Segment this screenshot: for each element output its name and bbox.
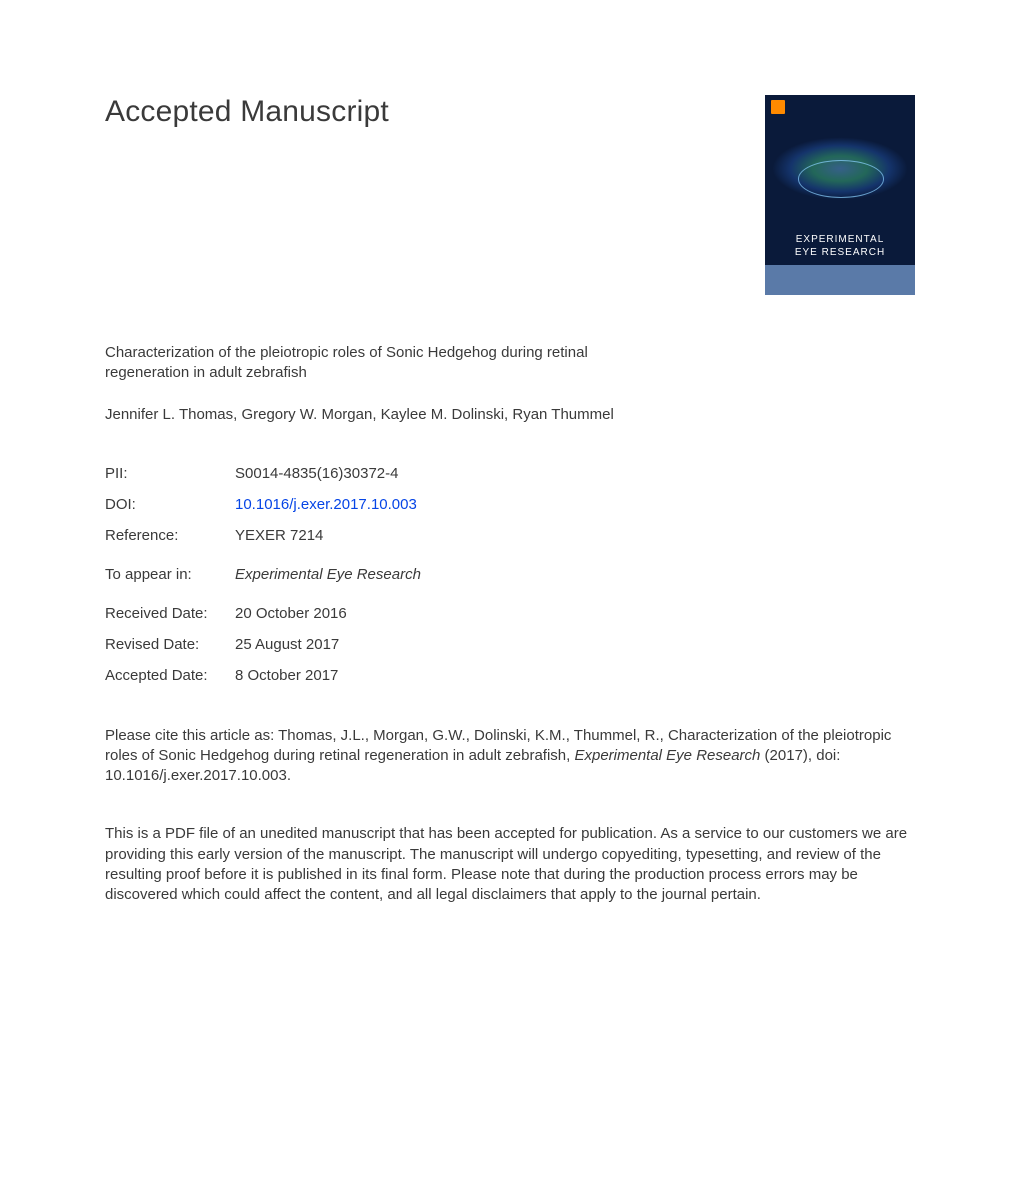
cover-band [765,265,915,295]
journal-cover: EXPERIMENTAL EYE RESEARCH [765,95,915,295]
meta-label: Accepted Date: [105,667,235,684]
doi-link[interactable]: 10.1016/j.exer.2017.10.003 [235,496,417,513]
meta-label: Reference: [105,527,235,544]
meta-row-revised: Revised Date: 25 August 2017 [105,636,915,653]
manuscript-page: Accepted Manuscript EXPERIMENTAL EYE RES… [0,0,1020,905]
meta-row-pii: PII: S0014-4835(16)30372-4 [105,465,915,482]
meta-value-reference: YEXER 7214 [235,527,323,544]
cover-art [765,115,915,234]
meta-label: Received Date: [105,605,235,622]
meta-label: To appear in: [105,566,235,583]
meta-row-received: Received Date: 20 October 2016 [105,605,915,622]
meta-label: DOI: [105,496,235,513]
meta-label: PII: [105,465,235,482]
citation-block: Please cite this article as: Thomas, J.L… [105,726,915,787]
page-title: Accepted Manuscript [105,95,389,129]
meta-value-accepted: 8 October 2017 [235,667,338,684]
meta-row-reference: Reference: YEXER 7214 [105,527,915,544]
meta-row-toappear: To appear in: Experimental Eye Research [105,566,915,583]
meta-value-toappear: Experimental Eye Research [235,566,421,583]
metadata-table: PII: S0014-4835(16)30372-4 DOI: 10.1016/… [105,465,915,684]
cover-journal-line1: EXPERIMENTAL [796,234,885,245]
cover-journal-line2: EYE RESEARCH [795,247,885,258]
elsevier-logo-icon [771,100,785,114]
meta-value-received: 20 October 2016 [235,605,347,622]
disclaimer-text: This is a PDF file of an unedited manusc… [105,824,915,905]
meta-value-revised: 25 August 2017 [235,636,339,653]
citation-journal: Experimental Eye Research [574,747,760,764]
authors-line: Jennifer L. Thomas, Gregory W. Morgan, K… [105,406,915,423]
cover-top-bar [765,95,915,115]
meta-label: Revised Date: [105,636,235,653]
article-title: Characterization of the pleiotropic role… [105,343,665,384]
meta-row-doi: DOI: 10.1016/j.exer.2017.10.003 [105,496,915,513]
cover-journal-name: EXPERIMENTAL EYE RESEARCH [765,234,915,265]
meta-row-accepted: Accepted Date: 8 October 2017 [105,667,915,684]
header-row: Accepted Manuscript EXPERIMENTAL EYE RES… [105,95,915,295]
meta-value-pii: S0014-4835(16)30372-4 [235,465,398,482]
